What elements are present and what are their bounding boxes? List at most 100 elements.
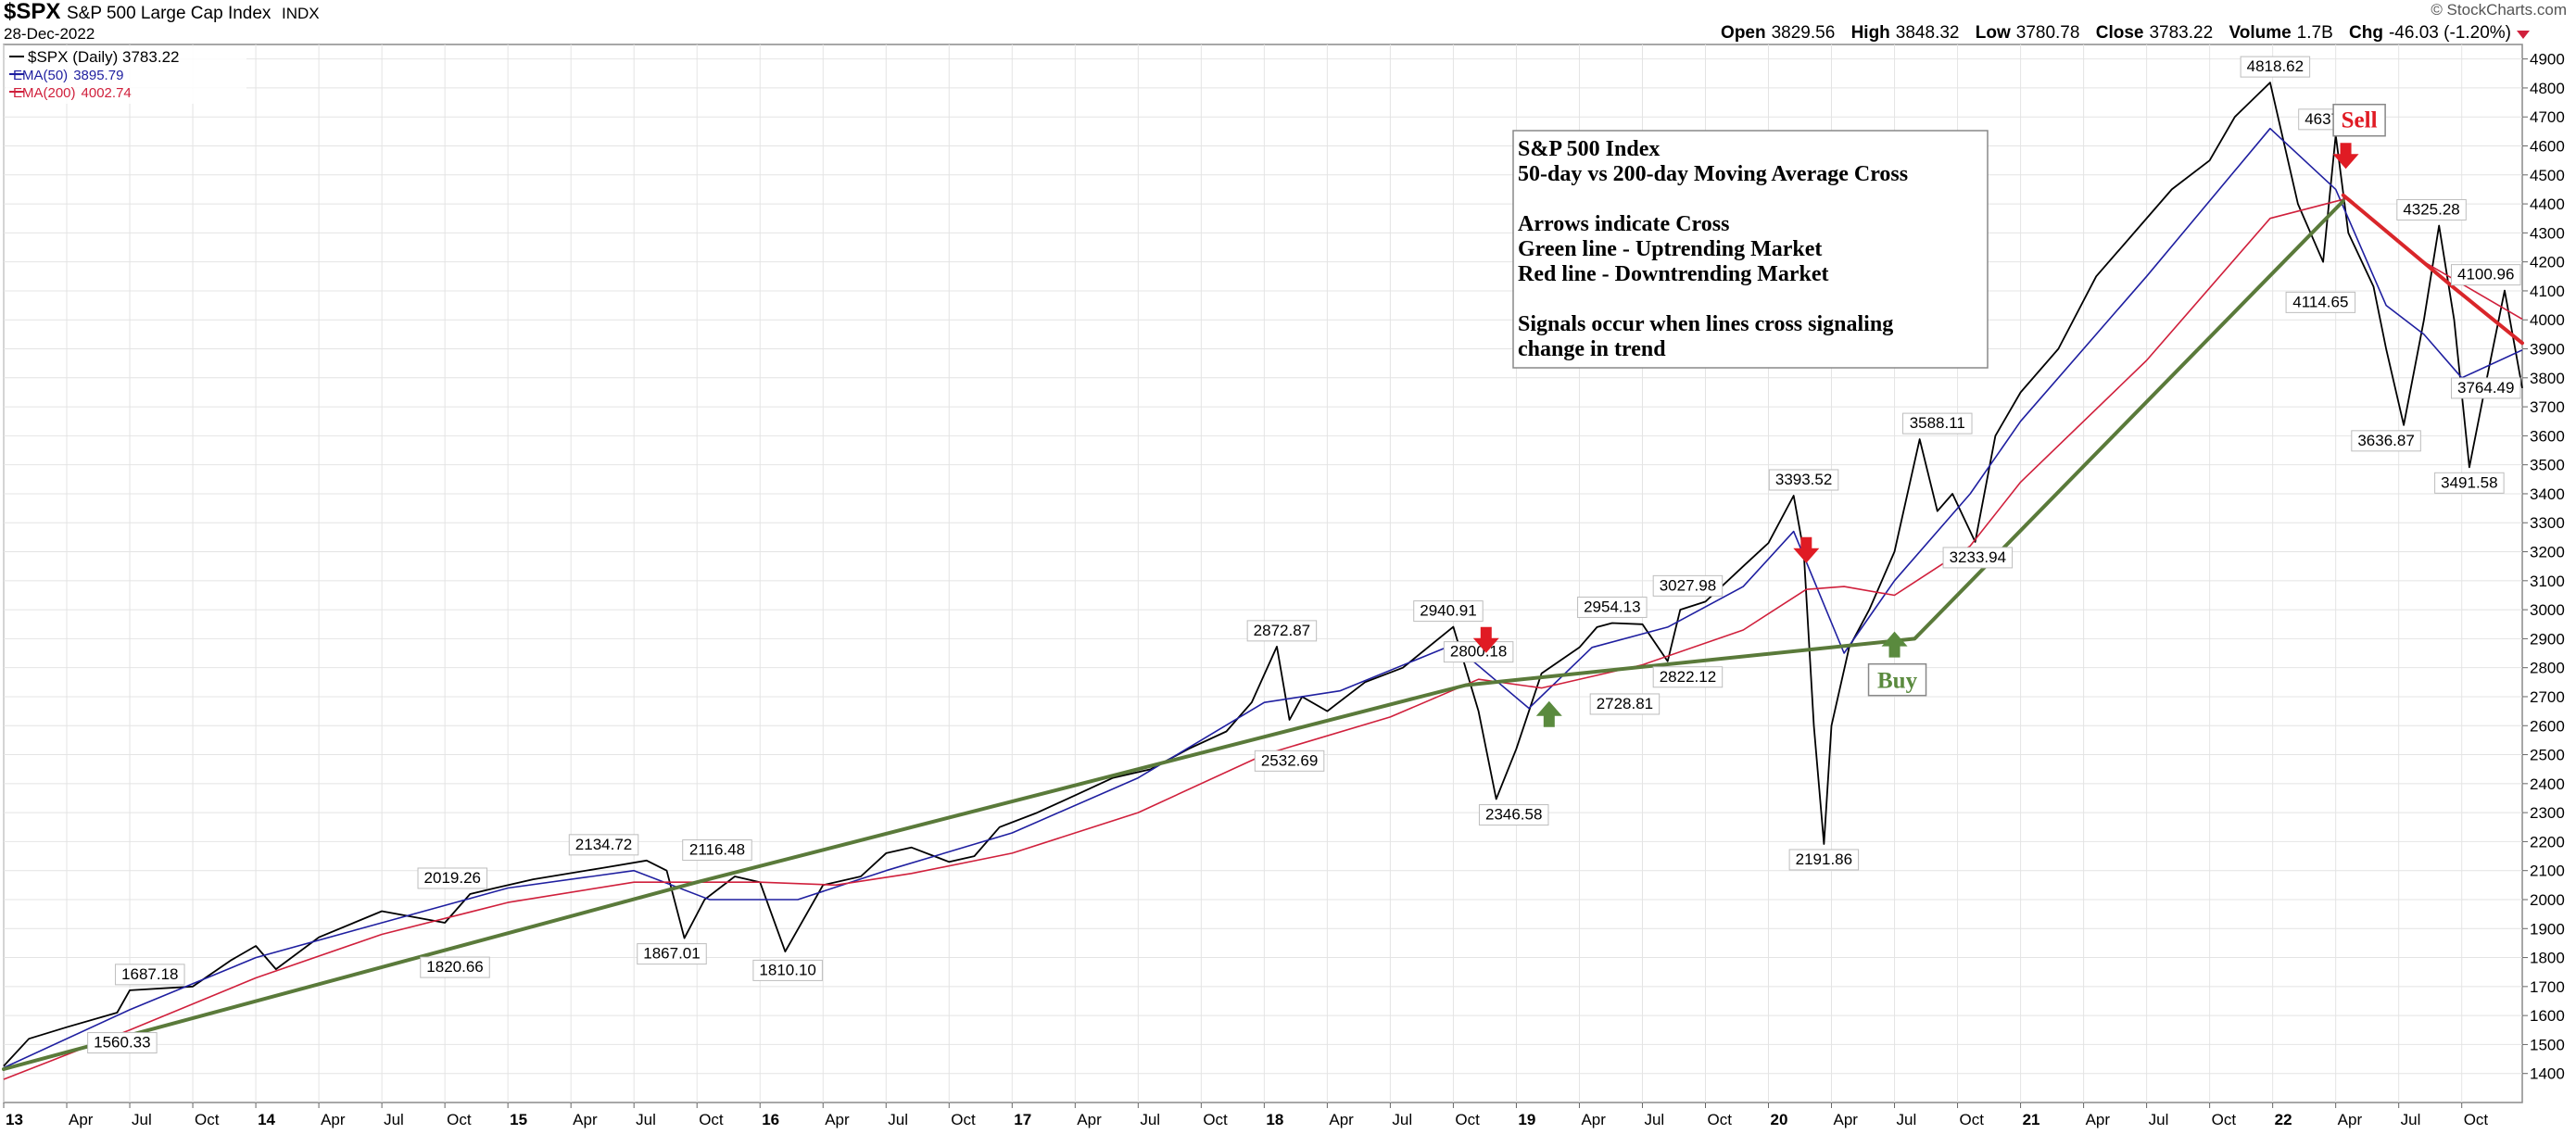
price-callout-box (1589, 693, 1661, 715)
price-callout-label: 2728.81 (1597, 695, 1653, 712)
price-callout: 3027.98 (1652, 574, 1724, 597)
x-axis: 13 Apr Jul Oct 14 Apr Jul Oct 15 Apr Jul Oct 16 Apr Ju… (3, 1102, 2489, 1128)
x-tick-label: 19 (1518, 1111, 1535, 1128)
y-tick-label: 4300 (2530, 224, 2565, 242)
price-callout-label: 3636.87 (2357, 432, 2414, 449)
price-callout-label: 2940.91 (1420, 602, 1476, 620)
sell-arrow-icon (1472, 626, 1499, 653)
price-callout-label: 3588.11 (1910, 414, 1965, 432)
x-tick-label: Apr (1077, 1111, 1102, 1128)
x-tick-label: Apr (1329, 1111, 1354, 1128)
series-label-bg (6, 46, 246, 104)
price-callout-box (637, 943, 707, 965)
watermark: © StockCharts.com (2431, 1, 2567, 19)
legend-box: S&P 500 Index 50-day vs 200-day Moving A… (1512, 130, 1989, 369)
x-tick-label: Oct (951, 1111, 976, 1128)
buy-label-text: Buy (1877, 669, 1918, 694)
open-value: 3829.56 (1772, 23, 1836, 43)
price-callout: 2822.12 (1652, 666, 1724, 688)
sell-signal-label: Sell (2332, 103, 2386, 137)
y-tick-label: 3900 (2530, 341, 2565, 359)
y-tick-label: 1600 (2530, 1007, 2565, 1025)
y-tick-label: 1500 (2530, 1036, 2565, 1053)
x-tick-label: Jul (1897, 1111, 1917, 1128)
price-callout: 2872.87 (1246, 620, 1318, 642)
x-tick-label: Jul (384, 1111, 404, 1128)
price-callout-box (2351, 430, 2421, 452)
price-callout: 3393.52 (1768, 469, 1839, 491)
price-callout-label: 1867.01 (643, 945, 700, 963)
price-callout-label: 1810.10 (759, 961, 815, 978)
x-tick-label: Jul (132, 1111, 152, 1128)
price-callout: 3636.87 (2351, 430, 2421, 452)
ema200-value: 4002.74 (82, 85, 132, 101)
price-series-label: $SPX (Daily) 3783.22 (28, 48, 179, 66)
series-layer (3, 82, 2523, 1080)
x-tick-label: 14 (258, 1111, 275, 1128)
y-tick-label: 3700 (2530, 398, 2565, 416)
x-tick-label: 22 (2275, 1111, 2292, 1128)
price-callout-label: 4818.62 (2247, 57, 2304, 75)
y-tick-label: 4000 (2530, 311, 2565, 329)
price-callout: 2346.58 (1478, 804, 1549, 826)
x-tick-label: 18 (1266, 1111, 1283, 1128)
price-callout-label: 2116.48 (689, 841, 745, 859)
ohlc-summary: Open 3829.56 High 3848.32 Low 3780.78 Close… (1721, 23, 2511, 43)
buy-label-box (1867, 662, 1927, 697)
x-tick-label: Jul (636, 1111, 656, 1128)
ema200-name: EMA(200) (13, 85, 76, 101)
price-callout-box (417, 867, 488, 889)
plot-frame (3, 44, 2523, 1103)
exchange: INDX (282, 5, 320, 22)
close-value: 3783.22 (2149, 23, 2213, 43)
price-callout-label: 3764.49 (2457, 379, 2514, 397)
price-callout-box (1413, 600, 1484, 623)
price-callout-box (420, 956, 490, 978)
ema50-value: 3895.79 (73, 68, 123, 83)
price-callout-box (2451, 264, 2521, 286)
x-tick-label: 13 (6, 1111, 23, 1128)
x-tick-label: Oct (2464, 1111, 2489, 1128)
price-callout: 2134.72 (568, 834, 639, 856)
y-tick-label: 4700 (2530, 108, 2565, 126)
x-tick-label: Jul (1392, 1111, 1412, 1128)
y-tick-label: 3100 (2530, 573, 2565, 590)
price-callout-box (1788, 849, 1860, 871)
y-tick-label: 1800 (2530, 950, 2565, 967)
price-callout: 2954.13 (1577, 596, 1648, 618)
price-callout-label: 4114.65 (2292, 293, 2348, 310)
price-callout-label: 3233.94 (1950, 548, 2006, 566)
trendline-layer (2, 193, 2524, 1071)
price-callout: 1820.66 (420, 956, 490, 978)
price-callout-box (1478, 804, 1549, 826)
y-tick-label: 2500 (2530, 747, 2565, 764)
y-tick-label: 2100 (2530, 863, 2565, 880)
x-tick-label: Apr (69, 1111, 94, 1128)
sell-arrow-icon (1793, 536, 1820, 563)
high-value: 3848.32 (1896, 23, 1960, 43)
x-tick-label: Oct (1455, 1111, 1480, 1128)
price-callout-box (2451, 377, 2521, 399)
volume-value: 1.7B (2297, 23, 2333, 43)
price-callout-box (1768, 469, 1839, 491)
legend-line-9: change in trend (1518, 337, 1666, 361)
y-tick-label: 2800 (2530, 660, 2565, 677)
x-tick-label: 21 (2023, 1111, 2040, 1128)
chg-value: -46.03 (-1.20%) (2389, 23, 2511, 43)
x-tick-label: Apr (2086, 1111, 2111, 1128)
price-callout: 1687.18 (115, 964, 185, 986)
price-callout-label: 3393.52 (1775, 471, 1832, 488)
y-tick-label: 4600 (2530, 138, 2565, 156)
ema200-series-line (3, 197, 2523, 1080)
buy-signal-label: Buy (1867, 662, 1927, 697)
y-tick-label: 3800 (2530, 370, 2565, 387)
price-callout: 1867.01 (637, 943, 707, 965)
legend-line-5: Green line - Uptrending Market (1518, 237, 1822, 261)
price-callout: 3491.58 (2434, 472, 2505, 494)
price-callout-box (1942, 547, 2014, 569)
price-callout-box (1652, 666, 1724, 688)
price-callout-label: 3027.98 (1660, 576, 1716, 594)
x-tick-label: Apr (1581, 1111, 1606, 1128)
x-tick-label: Oct (447, 1111, 472, 1128)
